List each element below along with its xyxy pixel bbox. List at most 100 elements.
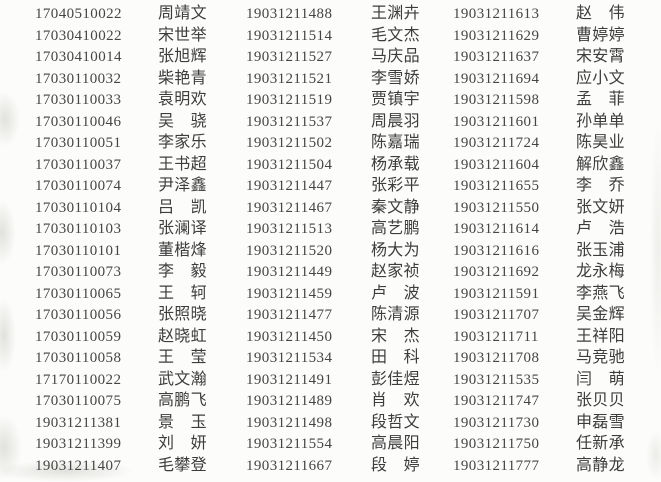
name-cell-2: 杨承载: [371, 155, 420, 173]
table-row: 17170110022 武文瀚 19031211491 彭佳煜 19031211…: [0, 369, 661, 391]
name-cell-1: 董楷烽: [158, 241, 207, 259]
name-cell-1: 景 玉: [158, 413, 207, 431]
student-id-cell: 17030410014: [35, 49, 122, 65]
student-id-cell: 17030110073: [35, 264, 122, 280]
phone-cell-2: 19031211629: [453, 27, 540, 44]
name-cell-1: 柴艳青: [158, 69, 207, 87]
phone-cell-2: 19031211694: [453, 70, 540, 87]
name-cell-2: 陈清源: [371, 306, 420, 323]
name-cell-2: 赵家祯: [371, 263, 420, 280]
phone-cell-2: 19031211747: [453, 393, 540, 409]
name-cell-1: 武文瀚: [158, 370, 207, 388]
name-cell-2: 段 婷: [371, 456, 420, 474]
name-cell-2: 段哲文: [371, 413, 420, 431]
name-cell-1: 刘 妍: [158, 435, 207, 452]
phone-cell-1: 19031211498: [246, 414, 333, 431]
student-id-cell: 17030110046: [35, 113, 122, 130]
table-row: 19031211399 刘 妍 19031211554 高晨阳 19031211…: [0, 433, 661, 455]
name-cell-3: 张文妍: [576, 198, 625, 216]
name-cell-2: 秦文静: [371, 198, 420, 216]
name-cell-1: 王书超: [158, 155, 207, 173]
name-cell-1: 张旭辉: [158, 48, 207, 65]
phone-cell-2: 19031211598: [453, 92, 540, 108]
name-cell-3: 任新承: [576, 435, 625, 452]
table-row: 17030110104 吕 凯 19031211467 秦文静 19031211…: [0, 197, 661, 219]
name-cell-1: 张照晓: [158, 306, 207, 323]
phone-cell-2: 19031211692: [453, 264, 540, 280]
name-cell-1: 袁明欢: [158, 91, 207, 108]
name-cell-1: 王 轲: [158, 284, 207, 302]
name-cell-1: 吴 骁: [158, 112, 207, 130]
name-cell-3: 龙永梅: [576, 263, 625, 280]
table-row: 17030110037 王书超 19031211504 杨承载 19031211…: [0, 154, 661, 176]
phone-cell-1: 19031211519: [246, 92, 333, 108]
phone-cell-1: 19031211667: [246, 457, 333, 474]
table-row: 17030110056 张照晓 19031211477 陈清源 19031211…: [0, 304, 661, 326]
name-cell-3: 赵 伟: [576, 5, 625, 22]
student-id-cell: 17030410022: [35, 27, 122, 44]
student-id-cell: 17030110074: [35, 178, 122, 194]
table-row: 17030410014 张旭辉 19031211527 马庆品 19031211…: [0, 46, 661, 68]
name-cell-3: 解欣鑫: [576, 155, 625, 173]
phone-cell-1: 19031211447: [246, 178, 333, 194]
student-id-cell: 17030110075: [35, 393, 122, 409]
phone-cell-1: 19031211502: [246, 135, 333, 151]
phone-cell-1: 19031211477: [246, 307, 333, 323]
table-row: 17030110074 尹泽鑫 19031211447 张彩平 19031211…: [0, 175, 661, 197]
name-cell-1: 张澜译: [158, 220, 207, 237]
name-cell-1: 赵晓虹: [158, 327, 207, 345]
phone-cell-2: 19031211601: [453, 113, 540, 130]
name-cell-1: 宋世举: [158, 26, 207, 44]
table-row: 17030110073 李 毅 19031211449 赵家祯 19031211…: [0, 261, 661, 283]
student-id-cell: 17030110065: [35, 285, 122, 302]
phone-cell-2: 19031211614: [453, 221, 540, 237]
name-cell-3: 陈昊业: [576, 134, 625, 151]
name-cell-1: 周靖文: [158, 5, 207, 22]
student-id-cell: 17030110033: [35, 92, 122, 108]
phone-cell-1: 19031211450: [246, 328, 333, 345]
name-cell-1: 毛攀登: [158, 456, 207, 474]
phone-cell-1: 19031211554: [246, 436, 333, 452]
name-cell-2: 杨大为: [371, 241, 420, 259]
name-cell-1: 李 毅: [158, 263, 207, 280]
name-cell-3: 申磊雪: [576, 413, 625, 431]
table-row: 17030110075 高鹏飞 19031211489 肖 欢 19031211…: [0, 390, 661, 412]
phone-cell-1: 19031211504: [246, 156, 333, 173]
phone-cell-2: 19031211604: [453, 156, 540, 173]
name-cell-3: 应小文: [576, 69, 625, 87]
name-cell-3: 马竞驰: [576, 349, 625, 366]
name-cell-2: 毛文杰: [371, 26, 420, 44]
phone-cell-2: 19031211550: [453, 199, 540, 216]
name-cell-2: 卢 波: [371, 284, 420, 302]
table-row: 17030110103 张澜译 19031211513 高艺鹏 19031211…: [0, 218, 661, 240]
student-id-cell: 17030110056: [35, 307, 122, 323]
name-cell-1: 王 莹: [158, 349, 207, 366]
name-cell-3: 曹婷婷: [576, 26, 625, 44]
name-cell-3: 李燕飞: [576, 284, 625, 302]
table-row: 17030410022 宋世举 19031211514 毛文杰 19031211…: [0, 25, 661, 47]
name-cell-2: 王渊卉: [371, 5, 420, 22]
name-cell-2: 高艺鹏: [371, 220, 420, 237]
name-cell-3: 张贝贝: [576, 392, 625, 409]
name-cell-3: 闫 萌: [576, 370, 625, 388]
name-cell-3: 孟 菲: [576, 91, 625, 108]
phone-cell-2: 19031211613: [453, 6, 540, 22]
name-cell-2: 肖 欢: [371, 392, 420, 409]
name-cell-2: 高晨阳: [371, 435, 420, 452]
name-cell-3: 张玉浦: [576, 241, 625, 259]
phone-cell-1: 19031211467: [246, 199, 333, 216]
phone-cell-1: 19031211514: [246, 27, 333, 44]
student-id-cell: 17040510022: [35, 6, 122, 22]
table-row: 17030110101 董楷烽 19031211520 杨大为 19031211…: [0, 240, 661, 262]
student-id-cell: 19031211381: [35, 414, 122, 431]
name-cell-2: 张彩平: [371, 177, 420, 194]
student-id-cell: 17030110103: [35, 221, 122, 237]
table-row: 19031211407 毛攀登 19031211667 段 婷 19031211…: [0, 455, 661, 477]
phone-cell-2: 19031211655: [453, 178, 540, 194]
phone-cell-1: 19031211488: [246, 6, 333, 22]
phone-cell-2: 19031211708: [453, 350, 540, 366]
name-cell-3: 宋安霄: [576, 48, 625, 65]
name-cell-2: 马庆品: [371, 48, 420, 65]
